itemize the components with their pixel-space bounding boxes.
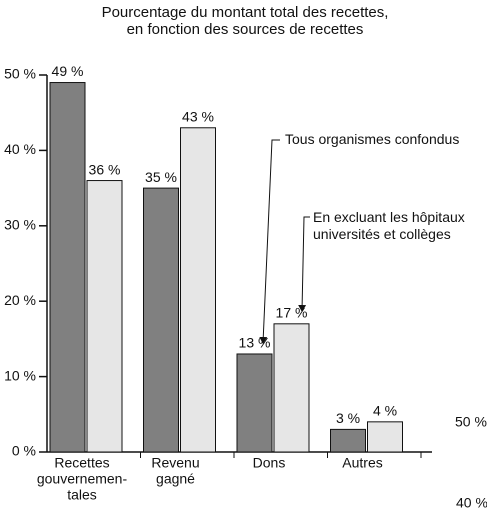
x-tick-label: Revenu (151, 455, 199, 471)
bar (49, 82, 86, 453)
x-tick-label: tales (67, 487, 97, 503)
chart-title: Pourcentage du montant total des recette… (102, 4, 389, 21)
value-label: 17 % (276, 305, 308, 321)
chart-title: en fonction des sources de recettes (127, 21, 364, 38)
y-tick-label: 20 % (4, 292, 36, 308)
y-tick-label: 0 % (12, 443, 36, 459)
bar (330, 428, 366, 453)
annotation: 50 % (455, 414, 487, 430)
y-tick-label: 50 % (4, 66, 36, 82)
y-tick-label: 10 % (4, 367, 36, 383)
bar (180, 127, 216, 453)
x-tick-label: Autres (342, 455, 382, 471)
value-label: 36 % (89, 161, 121, 177)
bar (86, 180, 123, 453)
value-label: 35 % (145, 169, 177, 185)
value-label: 43 % (182, 108, 214, 124)
value-label: 49 % (52, 63, 84, 79)
value-label: 4 % (373, 403, 397, 419)
value-label: 3 % (336, 410, 360, 426)
x-tick-label: gouvernemen- (37, 471, 128, 487)
callout-arrow (298, 216, 310, 312)
bar (367, 421, 403, 453)
bar (273, 323, 310, 453)
x-tick-label: Recettes (54, 455, 109, 471)
bar (236, 353, 273, 453)
bar (143, 187, 179, 453)
y-tick-label: 40 % (4, 141, 36, 157)
callout-arrow (259, 139, 280, 344)
annotation: 40 % (456, 495, 487, 511)
x-tick-label: Dons (253, 455, 286, 471)
y-tick-label: 30 % (4, 217, 36, 233)
legend-label: Tous organismes confondus (285, 131, 460, 147)
x-tick-label: gagné (156, 471, 195, 487)
value-label: 13 % (239, 335, 271, 351)
legend-label: En excluant les hôpitaux universités et … (313, 209, 465, 242)
